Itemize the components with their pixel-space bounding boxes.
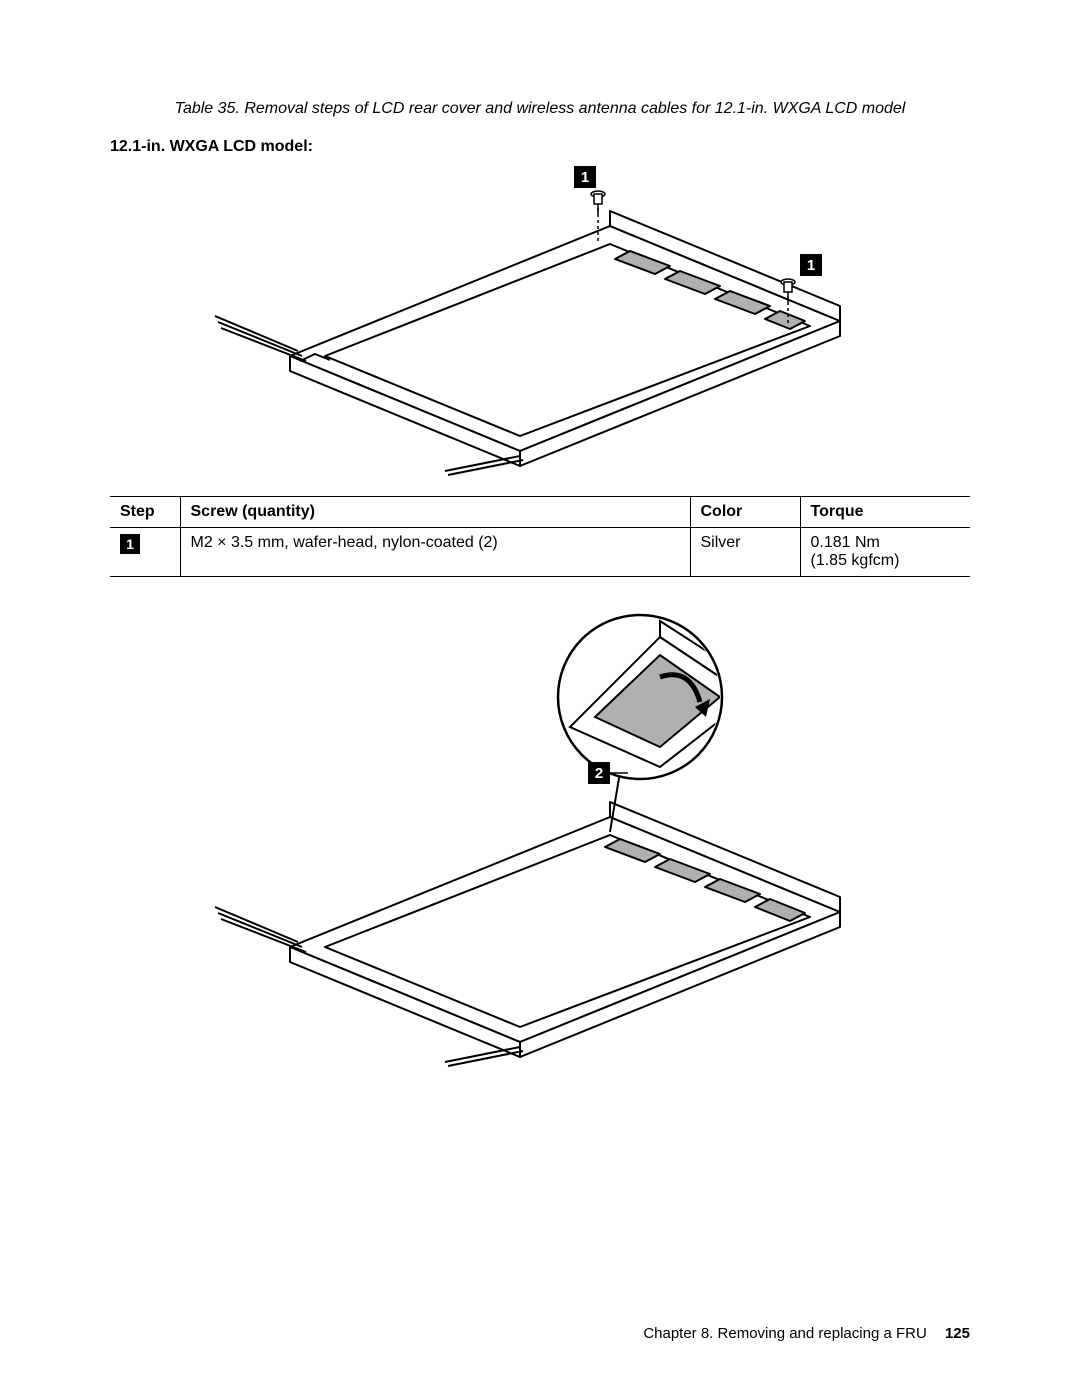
table-caption: Table 35. Removal steps of LCD rear cove… [110, 100, 970, 118]
cell-torque: 0.181 Nm (1.85 kgfcm) [800, 528, 970, 577]
footer-page-number: 125 [945, 1325, 970, 1342]
page-footer: Chapter 8. Removing and replacing a FRU … [643, 1325, 970, 1342]
step-badge: 1 [120, 534, 140, 554]
table-row: 1 M2 × 3.5 mm, wafer-head, nylon-coated … [110, 528, 970, 577]
th-screw: Screw (quantity) [180, 497, 690, 528]
model-subheading: 12.1-in. WXGA LCD model: [110, 138, 970, 156]
diagram-1: 1 1 [110, 166, 970, 476]
th-color: Color [690, 497, 800, 528]
diagram-2: 2 [110, 607, 970, 1067]
torque-line2: (1.85 kgfcm) [811, 552, 900, 569]
callout-1b: 1 [807, 257, 815, 274]
th-torque: Torque [800, 497, 970, 528]
footer-chapter: Chapter 8. Removing and replacing a FRU [643, 1325, 926, 1342]
lcd-cover-diagram-2: 2 [190, 607, 890, 1067]
lcd-cover-diagram-1: 1 1 [190, 166, 890, 476]
cell-screw: M2 × 3.5 mm, wafer-head, nylon-coated (2… [180, 528, 690, 577]
callout-2: 2 [595, 765, 603, 782]
cell-color: Silver [690, 528, 800, 577]
th-step: Step [110, 497, 180, 528]
torque-line1: 0.181 Nm [811, 534, 880, 551]
screw-spec-table: Step Screw (quantity) Color Torque 1 M2 … [110, 496, 970, 577]
callout-1a: 1 [581, 169, 589, 186]
